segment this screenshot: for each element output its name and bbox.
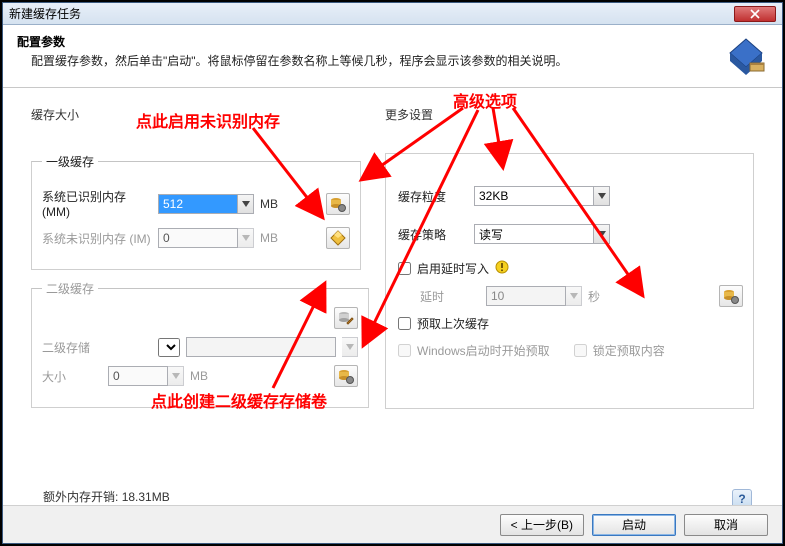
- policy-dropdown[interactable]: [594, 224, 610, 244]
- db-gear-icon: [330, 196, 346, 212]
- l2-size-combo: [108, 366, 184, 386]
- im-input: [158, 228, 238, 248]
- window-title: 新建缓存任务: [9, 5, 81, 22]
- anno-create-l2: 点此创建二级缓存存储卷: [151, 388, 327, 412]
- l2-cache-legend: 二级缓存: [42, 280, 98, 297]
- l2-storage-dropdown: [342, 337, 358, 357]
- back-button[interactable]: < 上一步(B): [500, 514, 584, 536]
- l1-cache-legend: 一级缓存: [42, 153, 98, 170]
- delay-advanced-button[interactable]: [719, 285, 743, 307]
- anno-advanced: 高级选项: [453, 88, 517, 112]
- diamond-icon: [330, 230, 346, 246]
- l2-storage-label: 二级存储: [42, 339, 152, 356]
- l1-cache-group: 一级缓存 系统已识别内存 (MM) MB: [31, 153, 361, 270]
- im-dropdown-button: [238, 228, 254, 248]
- mm-advanced-button[interactable]: [326, 193, 350, 215]
- mm-label: 系统已识别内存 (MM): [42, 188, 152, 219]
- overhead-value: 18.31MB: [122, 490, 170, 504]
- delay-unit: 秒: [588, 288, 600, 305]
- im-label: 系统未识别内存 (IM): [42, 230, 152, 247]
- l2-storage-input: [186, 337, 336, 357]
- gran-select[interactable]: [474, 186, 594, 206]
- header-description: 配置缓存参数，然后单击"启动"。将鼠标停留在参数名称上等候几秒，程序会显示该参数…: [17, 52, 724, 69]
- header: 配置参数 配置缓存参数，然后单击"启动"。将鼠标停留在参数名称上等候几秒，程序会…: [3, 25, 782, 88]
- policy-label: 缓存策略: [398, 226, 468, 243]
- l2-size-input: [108, 366, 168, 386]
- start-button[interactable]: 启动: [592, 514, 676, 536]
- l2-size-dropdown: [168, 366, 184, 386]
- db-edit-icon: [338, 310, 354, 326]
- chevron-down-icon: [242, 201, 250, 207]
- chevron-down-icon: [598, 193, 606, 199]
- header-title: 配置参数: [17, 33, 724, 50]
- mm-input[interactable]: [158, 194, 238, 214]
- db-gear-icon: [338, 368, 354, 384]
- l2-create-button[interactable]: [334, 307, 358, 329]
- wizard-icon: [724, 33, 768, 77]
- overhead-label: 额外内存开销:: [43, 490, 118, 504]
- close-button[interactable]: [734, 6, 776, 22]
- delayed-write-checkbox[interactable]: [398, 262, 411, 275]
- mm-combo[interactable]: [158, 194, 254, 214]
- l2-advanced-button[interactable]: [334, 365, 358, 387]
- gran-label: 缓存粒度: [398, 188, 468, 205]
- titlebar: 新建缓存任务: [3, 3, 782, 25]
- delayed-write-label: 启用延时写入: [417, 260, 489, 277]
- im-unit: MB: [260, 231, 278, 245]
- warning-icon: [495, 260, 509, 277]
- more-settings-title: 更多设置: [385, 106, 754, 123]
- close-icon: [750, 9, 760, 19]
- chevron-down-icon: [570, 293, 578, 299]
- prefetch-label: 预取上次缓存: [417, 315, 489, 332]
- chevron-down-icon: [346, 344, 354, 350]
- cancel-button[interactable]: 取消: [684, 514, 768, 536]
- more-settings-group: 缓存粒度 缓存策略: [385, 153, 754, 409]
- im-combo: [158, 228, 254, 248]
- mm-dropdown-button[interactable]: [238, 194, 254, 214]
- lock-prefetch-checkbox: [574, 344, 587, 357]
- delay-label: 延时: [420, 288, 480, 305]
- delay-dropdown: [566, 286, 582, 306]
- prefetch-checkbox[interactable]: [398, 317, 411, 330]
- anno-enable-unrecognized: 点此启用未识别内存: [136, 108, 280, 132]
- footer: < 上一步(B) 启动 取消: [3, 505, 782, 543]
- chevron-down-icon: [598, 231, 606, 237]
- chevron-down-icon: [172, 373, 180, 379]
- im-enable-button[interactable]: [326, 227, 350, 249]
- db-gear-icon: [723, 288, 739, 304]
- content-area: 缓存大小 一级缓存 系统已识别内存 (MM) MB: [3, 88, 782, 518]
- l2-size-label: 大小: [42, 368, 102, 385]
- mm-unit: MB: [260, 197, 278, 211]
- chevron-down-icon: [242, 235, 250, 241]
- lock-prefetch-label: 锁定预取内容: [593, 342, 665, 359]
- gran-dropdown[interactable]: [594, 186, 610, 206]
- win-start-prefetch-label: Windows启动时开始预取: [417, 342, 550, 359]
- policy-select[interactable]: [474, 224, 594, 244]
- win-start-prefetch-checkbox: [398, 344, 411, 357]
- overhead-row: 额外内存开销: 18.31MB: [43, 488, 170, 505]
- l2-size-unit: MB: [190, 369, 208, 383]
- delay-input: [486, 286, 566, 306]
